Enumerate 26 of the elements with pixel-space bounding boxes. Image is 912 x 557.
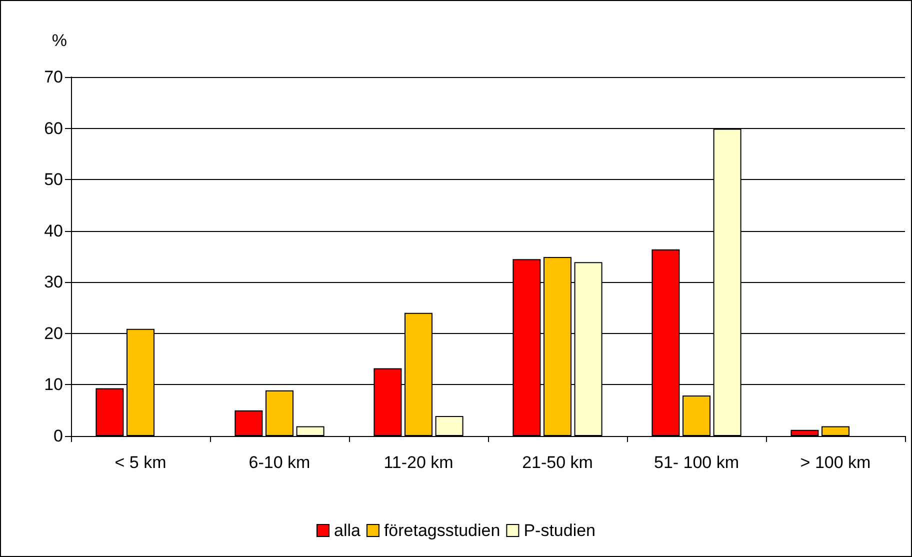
- bar: [682, 395, 710, 436]
- y-tick-label: 0: [54, 426, 63, 446]
- bar: [822, 426, 850, 436]
- y-tick-label: 30: [44, 272, 63, 292]
- y-axis-title: %: [52, 31, 67, 50]
- y-tick-label: 10: [44, 375, 63, 394]
- bar: [234, 410, 263, 436]
- x-tick-label: > 100 km: [800, 453, 871, 472]
- x-tick-label: 6-10 km: [248, 453, 310, 472]
- y-tick-label: 50: [44, 170, 63, 190]
- y-tick-label: 60: [44, 118, 63, 138]
- y-tick-label: 40: [44, 221, 63, 240]
- bar: [96, 388, 124, 436]
- legend-label: företagsstudien: [384, 521, 500, 540]
- bar: [790, 430, 819, 436]
- x-tick-label: < 5 km: [114, 453, 166, 472]
- bar: [266, 390, 294, 436]
- y-tick-label: 70: [44, 68, 63, 86]
- x-tick-label: 21-50 km: [522, 453, 593, 472]
- legend-label: alla: [334, 521, 361, 540]
- x-tick-label: 11-20 km: [384, 453, 454, 472]
- x-tick-label: 51- 100 km: [654, 453, 740, 472]
- bar: [296, 426, 324, 436]
- y-tick-label: 20: [44, 324, 63, 343]
- bar: [435, 416, 464, 436]
- legend-label: P-studien: [524, 521, 596, 540]
